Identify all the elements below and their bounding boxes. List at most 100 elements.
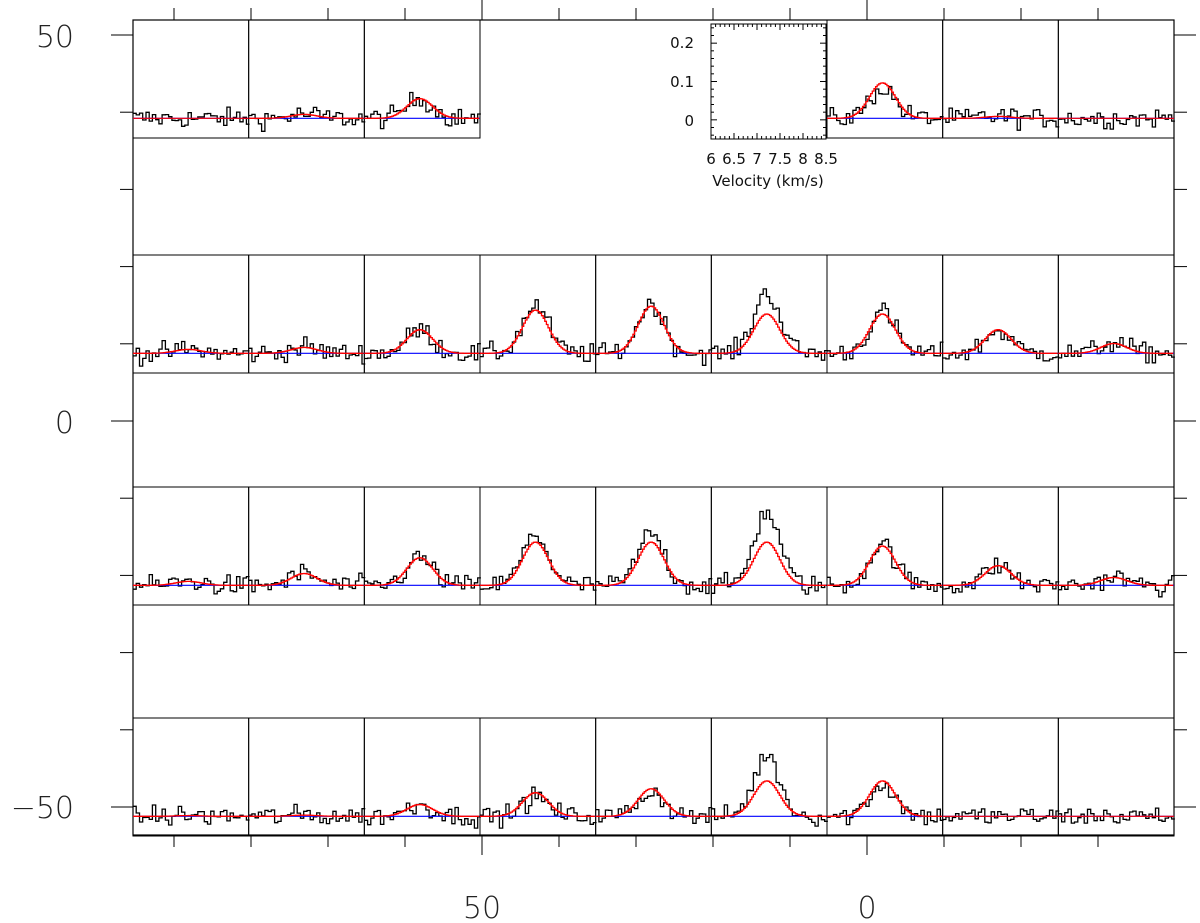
inset-frame [710,23,827,140]
panel-frame [248,19,365,139]
panel-frame [1057,254,1175,374]
spectrum-panel-r3-c5 [710,717,828,837]
spectrum-panel-r3-c6 [826,717,944,837]
spectrum-panel-r1-c3 [479,254,597,374]
spectrum-panel-r1-c8 [1057,254,1175,374]
observed-spectrum [595,529,713,595]
spectrum-panel-r0-c1 [248,19,366,139]
observed-spectrum [711,509,828,595]
inset-x-label-7.5: 7.5 [768,150,792,168]
panel-frame [942,19,1059,139]
panel-frame [479,254,597,374]
observed-spectrum [248,803,366,825]
spectra-panels [132,19,1175,837]
inset-x-label-8: 8 [798,150,808,168]
inset-y-label-0.2: 0.2 [670,34,694,52]
model-spectrum [827,82,942,119]
inset-x-label-6.5: 6.5 [722,150,746,168]
spectrum-panel-r3-c8 [1057,717,1175,837]
outer-axis-labels: 50 0 50 0 −50 [11,20,877,923]
observed-spectrum [480,299,597,362]
model-spectrum [248,346,364,354]
inset-y-label-0.1: 0.1 [670,73,694,91]
spectrum-panel-r2-c8 [1057,486,1175,606]
x-tick-label-0: 0 [857,891,876,923]
model-spectrum [133,348,248,354]
inset-x-label-6: 6 [706,150,716,168]
model-spectrum [248,113,364,119]
model-spectrum [942,115,1058,119]
model-spectrum [827,313,942,354]
model-spectrum [595,541,711,586]
panel-frame [479,717,597,837]
spectrum-panel-r0-c2 [363,19,481,139]
panel-frame [595,486,712,606]
panel-frame [132,254,250,374]
outer-axis-ticks [111,0,1196,855]
observed-spectrum [827,782,944,826]
observed-spectrum [133,573,250,595]
panel-frame [942,486,1059,606]
spectrum-panel-r2-c3 [479,486,597,606]
spectrum-panel-r2-c5 [710,486,828,606]
model-spectrum [248,572,364,586]
spectrum-panel-r2-c6 [826,486,944,606]
panel-frame [479,486,597,606]
spectrum-panel-r1-c4 [595,254,713,374]
observed-spectrum [480,786,597,829]
observed-spectrum [595,787,713,824]
observed-spectrum [827,302,944,361]
model-spectrum [480,792,595,817]
observed-spectrum [364,91,481,130]
panel-frame [826,717,944,837]
panel-frame [1057,717,1175,837]
model-spectrum [942,329,1058,354]
panel-frame [248,486,365,606]
observed-spectrum [942,107,1060,131]
observed-spectrum [595,298,713,366]
observed-spectrum [942,330,1060,362]
panel-frame [710,717,828,837]
spectrum-panel-r3-c1 [248,717,366,837]
y-tick-label-minus50: −50 [11,791,74,826]
spectrum-panel-r1-c2 [363,254,481,374]
model-spectrum [711,313,827,354]
observed-spectrum [248,106,366,132]
spectrum-panel-r2-c4 [595,486,713,606]
spectrum-panel-r2-c2 [363,486,481,606]
observed-spectrum [711,288,828,361]
spectrum-panel-r3-c4 [595,717,713,837]
spectrum-panel-r3-c2 [363,717,481,837]
panel-frame [826,19,944,139]
spectrum-panel-r1-c1 [248,254,366,374]
model-spectrum [364,557,480,586]
spectrum-panel-r0-c0 [132,19,250,139]
model-spectrum [595,305,711,354]
model-spectrum [133,580,248,586]
spectrum-panel-r1-c6 [826,254,944,374]
outer-border [132,19,1175,836]
model-spectrum [827,780,942,817]
observed-spectrum [364,550,481,590]
observed-spectrum [133,106,250,127]
spectrum-panel-r0-c8 [1057,19,1175,139]
observed-spectrum [1058,807,1175,824]
observed-spectrum [1058,109,1175,130]
model-spectrum [480,309,595,354]
panel-frame [363,19,481,139]
model-spectrum [1058,576,1174,586]
panel-frame [363,717,481,837]
model-spectrum [595,788,711,817]
panel-frame [1057,19,1175,139]
model-spectrum [248,814,364,817]
inset-x-axis-title: Velocity (km/s) [712,172,823,190]
model-spectrum [711,780,827,817]
spectrum-panel-r1-c5 [710,254,828,374]
inset-x-label-8.5: 8.5 [814,150,838,168]
observed-spectrum [248,563,366,593]
x-tick-label-50: 50 [463,891,501,923]
panel-frame [248,254,365,374]
observed-spectrum [248,336,366,365]
y-tick-label-50: 50 [36,20,74,55]
